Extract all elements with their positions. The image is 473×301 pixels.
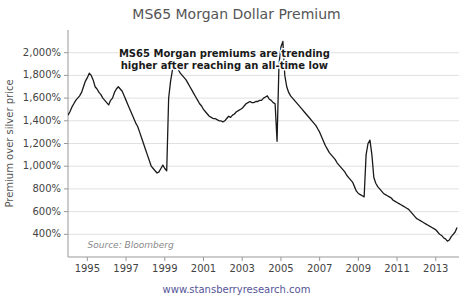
x-tick-label: 1999 — [152, 263, 177, 274]
x-tick — [435, 257, 436, 261]
x-tick — [242, 257, 243, 261]
grid-line — [68, 120, 459, 121]
y-tick-label: 1,000% — [23, 160, 61, 171]
line — [68, 41, 457, 241]
axes: 400% 600% 800% 1,000% 1,200% 1,400% 1,600% 1,80… — [23, 30, 459, 274]
x-tick — [87, 257, 88, 261]
y-tick — [64, 188, 68, 189]
background — [0, 0, 473, 301]
y-tick — [64, 52, 68, 53]
source-note: Source: Bloomberg — [88, 240, 174, 250]
x-tick-label: 1997 — [113, 263, 138, 274]
x-tick-label: 2005 — [268, 263, 293, 274]
plot-area — [68, 41, 457, 241]
y-tick-label: 800% — [32, 183, 61, 194]
x-tick — [319, 257, 320, 261]
y-tick — [64, 75, 68, 76]
chart-container: 400% 600% 800% 1,000% 1,200% 1,400% 1,600% 1,80… — [0, 0, 473, 301]
grid-line — [68, 234, 459, 235]
title: MS65 Morgan Dollar Premium — [132, 6, 340, 22]
x-tick-label: 2003 — [229, 263, 254, 274]
x-tick-label: 2001 — [191, 263, 216, 274]
x-tick — [126, 257, 127, 261]
grid-line — [68, 143, 459, 144]
x-tick-label: 1995 — [75, 263, 100, 274]
y-tick-label: 1,200% — [23, 138, 61, 149]
grid-line — [68, 75, 459, 76]
y-tick — [64, 143, 68, 144]
annotation: MS65 Morgan premiums are trendinghigher … — [119, 48, 330, 71]
chart: 400% 600% 800% 1,000% 1,200% 1,400% 1,600% 1,80… — [0, 0, 473, 301]
y-tick-label: 1,400% — [23, 115, 61, 126]
x-axis-line — [68, 257, 459, 258]
x-tick — [280, 257, 281, 261]
x-tick — [203, 257, 204, 261]
y-tick — [64, 234, 68, 235]
y-tick — [64, 166, 68, 167]
y-tick — [64, 98, 68, 99]
grid-line — [68, 166, 459, 167]
x-tick — [164, 257, 165, 261]
y-tick — [64, 211, 68, 212]
x-tick — [397, 257, 398, 261]
x-tick-label: 2011 — [384, 263, 409, 274]
x-tick-label: 2013 — [423, 263, 448, 274]
website-note: www.stansberryresearch.com — [163, 284, 311, 295]
y-axis-line — [68, 30, 69, 257]
y-tick-label: 1,800% — [23, 69, 61, 80]
y-axis-label: Premium over silver price — [4, 79, 15, 207]
y-tick-label: 2,000% — [23, 47, 61, 58]
y-tick-label: 600% — [32, 206, 61, 217]
grid-line — [68, 188, 459, 189]
x-tick-label: 2007 — [307, 263, 332, 274]
x-tick-label: 2009 — [346, 263, 371, 274]
y-tick — [64, 120, 68, 121]
y-tick-label: 400% — [32, 228, 61, 239]
grid-line — [68, 211, 459, 212]
y-tick-label: 1,600% — [23, 92, 61, 103]
x-tick — [358, 257, 359, 261]
grid — [68, 53, 459, 235]
